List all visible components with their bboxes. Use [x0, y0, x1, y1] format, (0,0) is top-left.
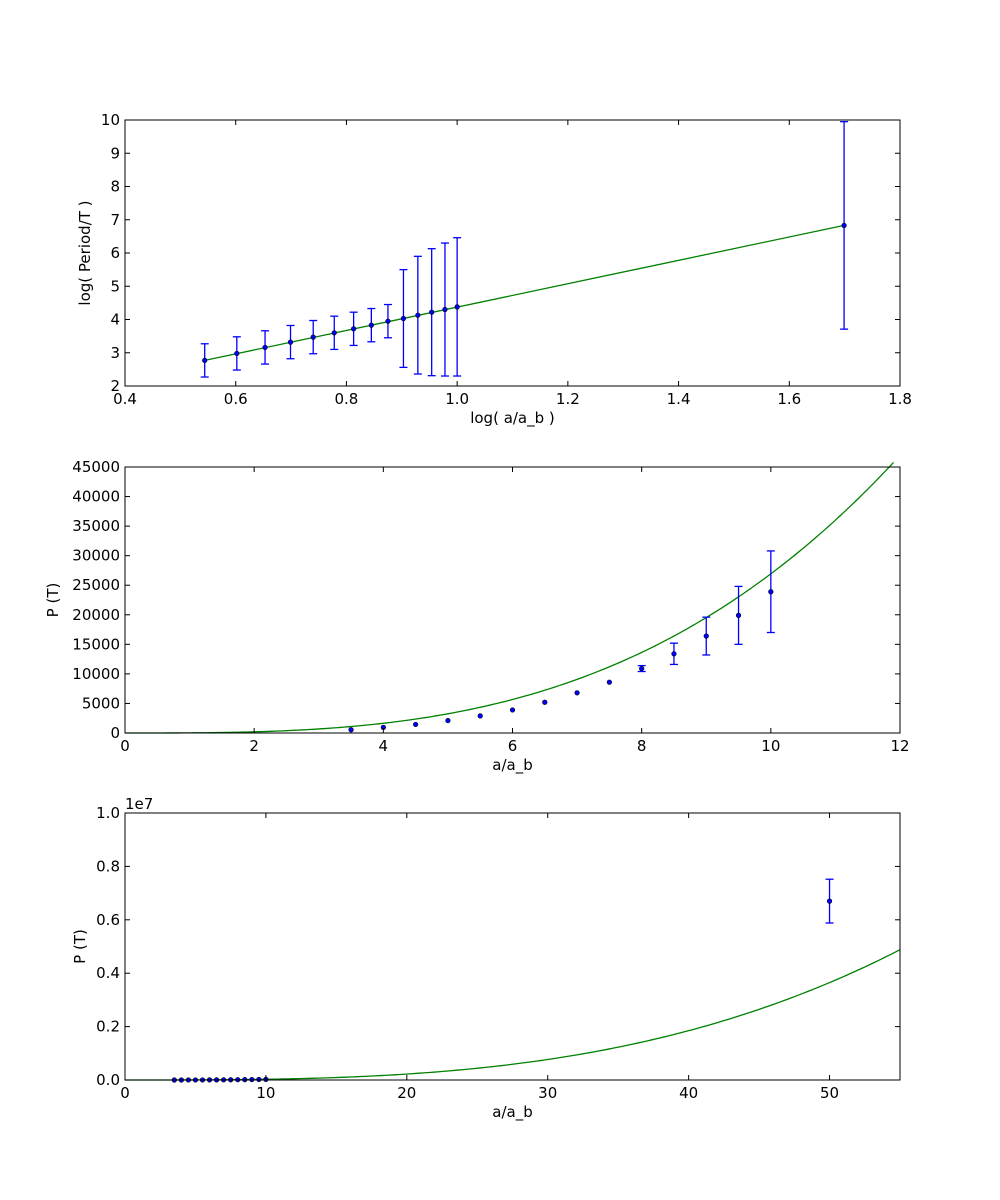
y-tick-label: 0.8 [96, 857, 120, 875]
y-tick-label: 45000 [72, 458, 120, 476]
panel-log-period-vs-log-radius: 0.4 0.6 0.8 1.0 1.2 1.4 1.6 1.8 2 3 4 5 6 7 8 9 10 log( a… [76, 111, 912, 428]
y-tick-label: 8 [110, 178, 120, 196]
x-tick-label: 6 [508, 737, 518, 755]
data-point [385, 318, 391, 324]
data-point [671, 651, 677, 657]
x-tick-label: 1.8 [888, 390, 912, 408]
data-point [429, 309, 435, 315]
data-point [413, 721, 419, 728]
y-tick-label: 0.4 [96, 964, 120, 982]
x-tick-label: 0.6 [224, 390, 248, 408]
y-tick-label: 20000 [72, 606, 120, 624]
x-tick-label: 2 [249, 737, 259, 755]
data-point [310, 334, 316, 340]
data-point [826, 898, 833, 904]
y-tick-label: 0.6 [96, 911, 120, 929]
data-point [442, 306, 448, 313]
x-tick-label: 0.8 [334, 390, 358, 408]
data-point [509, 707, 516, 713]
x-tick-label: 20 [397, 1084, 416, 1102]
data-point [768, 589, 774, 595]
fit-line [125, 461, 895, 734]
data-point [841, 222, 847, 229]
data-point [202, 357, 208, 363]
x-tick-label: 0.4 [113, 390, 137, 408]
data-point [445, 717, 451, 724]
x-axis-label: a/a_b [492, 756, 532, 775]
y-tick-label: 30000 [72, 547, 120, 565]
data-point [400, 315, 407, 322]
data-point [287, 339, 294, 345]
y-tick-label: 1.0 [96, 804, 120, 822]
data-point [454, 304, 460, 310]
data-point [234, 350, 240, 357]
x-tick-label: 1.4 [667, 390, 691, 408]
data-point [477, 713, 483, 719]
y-tick-label: 5 [110, 277, 120, 295]
y-tick-label: 10 [101, 111, 120, 129]
y-tick-label: 35000 [72, 517, 120, 535]
x-tick-label: 40 [679, 1084, 698, 1102]
x-tick-label: 1.2 [556, 390, 580, 408]
data-point [262, 344, 268, 351]
y-tick-label: 15000 [72, 635, 120, 653]
y-tick-label: 0.2 [96, 1018, 120, 1036]
data-point [415, 312, 421, 318]
data-point [703, 633, 709, 639]
x-tick-label: 12 [890, 737, 909, 755]
panel-period-vs-radius-extended: 0 10 20 30 40 50 0.0 0.2 0.4 0.6 0.8 1.0 a/a_b P (T) 1… [71, 795, 901, 1122]
data-point [606, 679, 612, 685]
y-tick-label: 2 [110, 377, 120, 395]
y-axis-label: log( Period/T ) [76, 200, 94, 305]
data-point [331, 330, 337, 336]
x-tick-label: 30 [538, 1084, 557, 1102]
y-tick-label: 0 [110, 724, 120, 742]
data-point [348, 727, 354, 733]
y-tick-label: 25000 [72, 576, 120, 594]
x-tick-label: 1.0 [445, 390, 469, 408]
panel-period-vs-radius: 0 2 4 6 8 10 12 0 5000 10000 15000 20000 25000 30000 3… [44, 458, 910, 775]
x-tick-label: 8 [637, 737, 647, 755]
y-axis-offset-label: 1e7 [125, 795, 153, 813]
y-axis-label: P (T) [44, 583, 62, 618]
data-point [542, 699, 548, 705]
data-point [735, 612, 742, 618]
y-tick-label: 10000 [72, 665, 120, 683]
y-axis-label: P (T) [71, 929, 89, 964]
y-tick-label: 3 [110, 344, 120, 362]
y-tick-label: 0.0 [96, 1071, 120, 1089]
x-tick-label: 50 [820, 1084, 839, 1102]
x-tick-label: 0 [120, 1084, 130, 1102]
data-point [639, 665, 645, 672]
x-tick-label: 4 [379, 737, 389, 755]
data-point [368, 322, 374, 328]
data-point [574, 690, 580, 696]
x-tick-label: 10 [761, 737, 780, 755]
x-tick-label: 1.6 [777, 390, 801, 408]
x-axis-label: log( a/a_b ) [470, 409, 555, 428]
y-tick-label: 4 [110, 311, 120, 329]
data-point [351, 326, 357, 332]
y-tick-label: 40000 [72, 488, 120, 506]
axes-frame [124, 812, 901, 1081]
x-axis-label: a/a_b [492, 1103, 532, 1122]
x-tick-label: 10 [256, 1084, 275, 1102]
y-tick-label: 5000 [82, 694, 120, 712]
data-point [256, 1076, 262, 1083]
y-tick-label: 6 [110, 244, 120, 262]
y-tick-label: 9 [110, 144, 120, 162]
y-tick-label: 7 [110, 211, 120, 229]
x-tick-label: 0 [120, 737, 130, 755]
